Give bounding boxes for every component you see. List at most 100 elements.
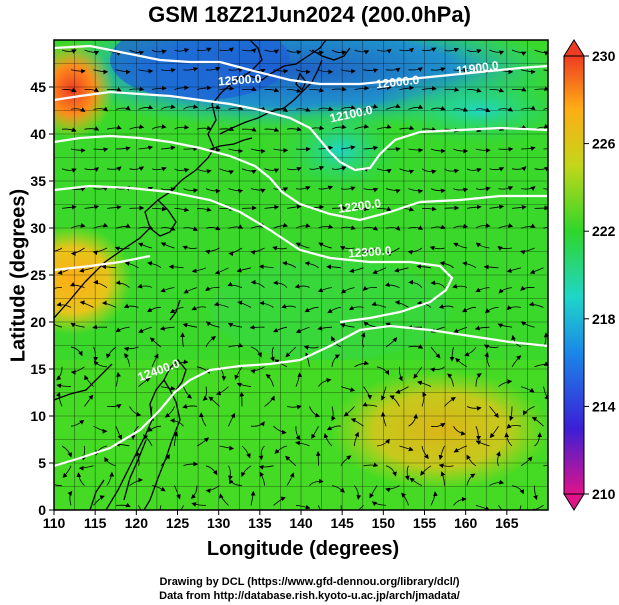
- streamline-arrow: [286, 472, 295, 486]
- streamline-arrow: [62, 465, 72, 478]
- streamline-arrow: [138, 242, 153, 249]
- streamline-arrow: [295, 69, 311, 75]
- streamline-arrow: [453, 326, 468, 333]
- streamline-arrow: [421, 47, 437, 53]
- streamline-arrow: [241, 127, 257, 132]
- colorbar-max-arrow: [563, 39, 585, 57]
- streamline-arrow: [54, 324, 63, 328]
- streamline-arrow: [497, 246, 513, 251]
- streamline-arrow: [475, 242, 490, 249]
- x-tick-label: 115: [84, 515, 107, 531]
- streamline-arrow: [258, 445, 265, 461]
- streamline-arrow: [376, 168, 392, 174]
- streamline-arrow: [385, 465, 397, 477]
- colorbar-tick-label: 230: [592, 48, 616, 64]
- x-axis-label: Longitude (degrees): [206, 538, 400, 560]
- streamline-arrow: [115, 502, 131, 508]
- colorbar-gradient: [563, 55, 585, 495]
- streamline-arrow: [520, 186, 536, 191]
- streamline-arrow: [79, 300, 94, 308]
- streamline-arrow: [466, 88, 482, 93]
- coastline-segment: [54, 363, 113, 401]
- streamline-arrow: [354, 85, 370, 91]
- streamline-arrow: [371, 501, 387, 507]
- streamline-arrow: [520, 386, 535, 393]
- streamline-arrow: [304, 306, 319, 313]
- streamline-arrow: [304, 261, 319, 269]
- chart-title: GSM 18Z21Jun2024 (200.0hPa): [148, 2, 471, 27]
- streamline-arrow: [466, 204, 482, 210]
- streamline-arrow: [350, 418, 364, 427]
- streamline-arrow: [340, 455, 352, 466]
- credit-data-source: Data from http://database.rish.kyoto-u.a…: [159, 590, 460, 602]
- streamline-arrow: [318, 185, 334, 191]
- streamline-arrow: [489, 49, 505, 56]
- streamline-arrow: [318, 242, 333, 249]
- streamline-arrow: [129, 477, 144, 486]
- streamline-arrow: [408, 67, 423, 72]
- streamline-arrow: [250, 366, 265, 374]
- streamline-arrow: [70, 419, 85, 427]
- streamline-arrow: [323, 433, 333, 447]
- streamline-arrow: [363, 386, 373, 400]
- streamline-arrow: [295, 372, 303, 387]
- contour-label: 12500.0: [218, 71, 263, 88]
- streamline-arrow: [264, 168, 280, 173]
- streamline-arrow: [106, 205, 122, 210]
- streamline-arrow: [385, 103, 401, 110]
- colorbar-tick-label: 226: [592, 136, 616, 152]
- streamline-arrow: [489, 426, 499, 439]
- streamline-arrow: [205, 336, 217, 348]
- streamline-arrow: [78, 465, 94, 471]
- streamline-arrow: [174, 167, 190, 173]
- streamline-arrow: [385, 337, 398, 348]
- streamline-arrow: [331, 166, 347, 171]
- streamline-arrow: [430, 106, 446, 111]
- streamline-arrow: [294, 283, 310, 289]
- streamline-arrow: [138, 69, 154, 74]
- lat-lon-grid: [53, 39, 549, 511]
- streamline-arrow: [354, 123, 370, 130]
- streamline-arrow: [394, 267, 409, 273]
- streamline-arrow: [191, 305, 207, 311]
- streamline-arrow: [408, 104, 424, 110]
- colorbar: 210 214 218 222 226 230: [563, 39, 616, 511]
- streamline-arrow: [380, 411, 387, 427]
- streamline-arrow: [264, 49, 280, 54]
- streamline-arrow: [219, 126, 235, 131]
- streamline-arrow: [174, 85, 190, 91]
- streamline-arrow: [174, 48, 190, 53]
- streamline-arrow: [169, 306, 184, 314]
- x-tick-label: 150: [372, 515, 396, 531]
- streamline-arrow: [250, 490, 256, 506]
- height-contour-line: [54, 44, 548, 86]
- streamline-arrow: [354, 360, 369, 368]
- streamline-arrow: [138, 326, 153, 333]
- coastline-segment: [123, 439, 147, 501]
- streamline-arrow: [228, 105, 244, 111]
- streamline-arrow: [218, 493, 229, 506]
- streamline-arrow: [475, 440, 490, 447]
- streamline-arrow: [250, 188, 266, 194]
- streamline-arrow: [408, 279, 423, 288]
- streamline-arrow: [528, 301, 544, 308]
- streamline-arrow: [124, 261, 139, 269]
- streamline-arrow: [236, 382, 252, 388]
- coastline-segment: [169, 299, 181, 321]
- streamline-arrow: [318, 377, 332, 387]
- streamline-arrow: [520, 69, 536, 75]
- streamline-arrow: [147, 425, 162, 432]
- streamline-arrow: [106, 124, 122, 130]
- y-tick-label: 30: [30, 220, 46, 236]
- streamline-arrow: [286, 404, 302, 410]
- streamline-arrow: [455, 357, 468, 368]
- streamline-arrow: [385, 247, 400, 257]
- streamline-arrow: [376, 124, 392, 130]
- streamline-arrow: [159, 505, 162, 510]
- streamline-arrow: [421, 126, 437, 132]
- streamline-arrow: [285, 346, 297, 358]
- streamline-arrow: [466, 454, 477, 467]
- streamline-arrow: [318, 106, 334, 111]
- streamline-arrow: [475, 223, 491, 229]
- y-tick-label: 35: [30, 173, 46, 189]
